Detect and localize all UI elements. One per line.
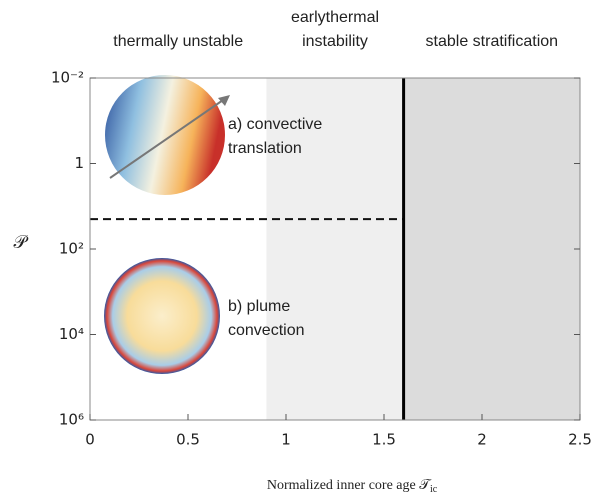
x-tick-label: 1 [281,431,291,449]
annotation: b) plume [228,298,290,315]
y-tick-label: 10⁶ [59,411,84,429]
x-tick-label: 0.5 [176,431,200,449]
annotation: translation [228,140,302,157]
annotation: a) convective [228,116,322,133]
region [266,78,404,420]
sphere-translation [105,75,225,195]
region [403,78,580,420]
region-label: earlythermal [291,9,379,26]
x-axis-label-main: Normalized inner core age 𝒯 [267,478,432,493]
sphere-plume [104,258,220,374]
x-axis-label: Normalized inner core age 𝒯ic [267,478,438,495]
annotation: convection [228,322,305,339]
x-tick-label: 1.5 [372,431,396,449]
region-label: thermally unstable [113,33,243,50]
x-tick-label: 2 [477,431,487,449]
y-tick-label: 10⁻² [51,69,84,87]
region-label: stable stratification [426,33,559,50]
x-axis-label-sub: ic [430,484,438,495]
y-tick-label: 10⁴ [59,325,84,343]
arrow [109,97,227,179]
region-label: instability [302,33,368,50]
y-axis-label: 𝒫 [14,232,29,252]
x-tick-label: 0 [85,431,95,449]
y-tick-label: 10² [59,240,84,258]
arrow-head [218,95,230,106]
x-tick-label: 2.5 [568,431,592,449]
y-tick-label: 1 [74,154,84,172]
